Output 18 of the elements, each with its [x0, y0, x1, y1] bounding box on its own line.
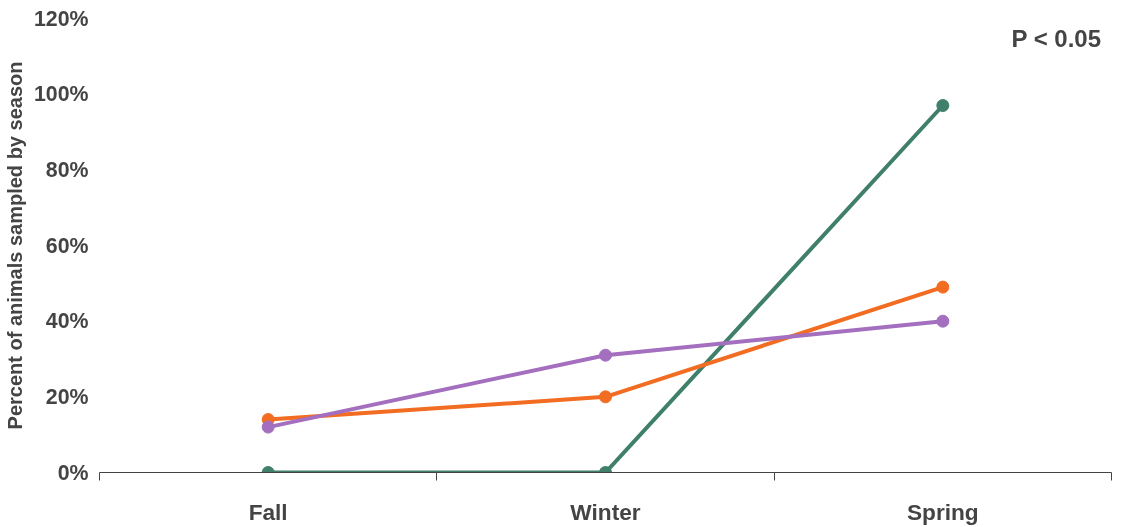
- x-tick-label: Winter: [570, 498, 641, 525]
- y-tick-label: 60%: [45, 233, 89, 258]
- point: [261, 420, 275, 434]
- x-tick-label: Fall: [248, 498, 288, 525]
- y-axis-title: Percent of animals sampled by season: [3, 61, 26, 430]
- y-tick-label: 100%: [33, 82, 89, 107]
- annotation: P < 0.05: [1011, 24, 1102, 52]
- point: [599, 390, 612, 404]
- y-tick-label: 20%: [45, 384, 89, 409]
- x-tick-label: Spring: [906, 498, 979, 525]
- y-tick-label: 120%: [33, 6, 89, 31]
- point: [936, 280, 950, 294]
- y-tick-label: 40%: [45, 309, 89, 334]
- point: [599, 348, 612, 362]
- point: [936, 314, 950, 328]
- y-tick-label: 80%: [45, 157, 89, 182]
- y-tick-label: 0%: [57, 460, 89, 485]
- point: [936, 99, 950, 112]
